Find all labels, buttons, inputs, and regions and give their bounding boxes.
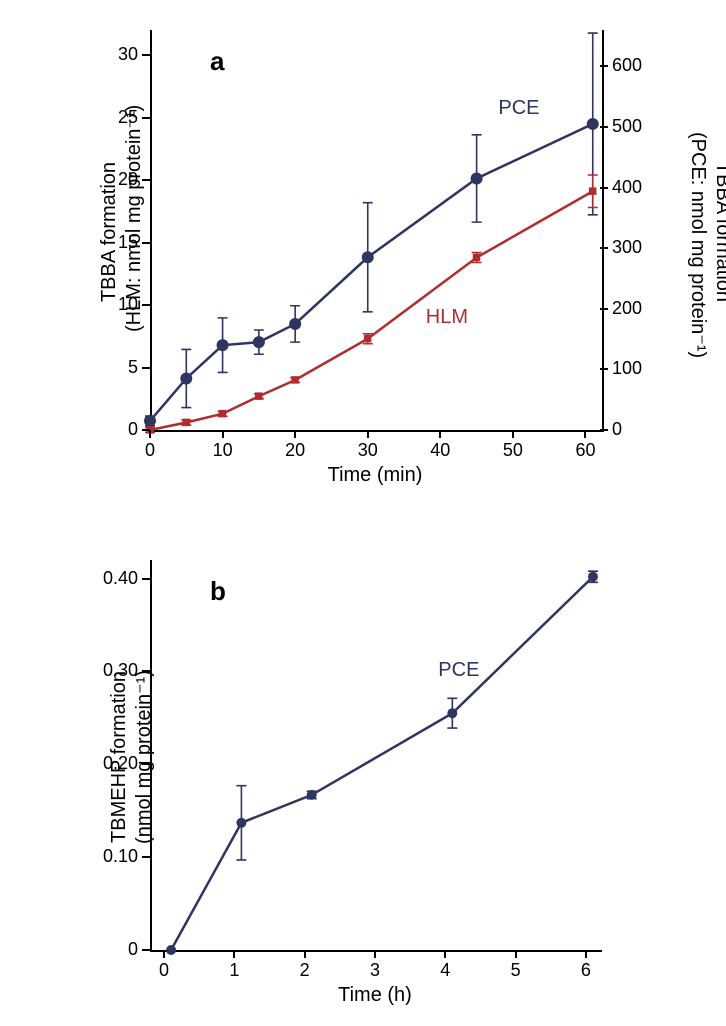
marker [236,818,246,828]
y-right-tick [600,368,608,370]
y-right-tick [600,126,608,128]
y-left-tick-label: 0.40 [103,568,138,589]
marker [588,572,598,582]
series-label-pce: PCE [438,659,479,682]
x-tick-label: 2 [290,960,320,981]
plot-svg-b [150,560,600,950]
marker [166,945,176,955]
x-tick [304,950,306,958]
series-line-pce [171,577,593,950]
x-axis-label-a: Time (min) [150,464,600,487]
marker [289,318,301,330]
y-right-tick-label: 300 [612,237,642,258]
x-tick-label: 30 [353,440,383,461]
y-right-tick-label: 400 [612,177,642,198]
marker [473,254,481,262]
x-axis-label-b: Time (h) [150,984,600,1007]
y-right-tick [600,308,608,310]
series-label-pce: PCE [498,97,539,120]
x-tick-label: 10 [208,440,238,461]
x-tick-label: 50 [498,440,528,461]
marker [217,339,229,351]
y-right-tick-label: 200 [612,298,642,319]
y-right-tick [600,187,608,189]
x-tick-label: 0 [135,440,165,461]
y-right-axis-label-a: TBBA formation (PCE: nmol mg protein⁻¹) [686,132,726,332]
y-left-tick [142,578,150,580]
marker [587,118,599,130]
plot-svg-a [150,30,600,430]
x-tick-label: 60 [570,440,600,461]
marker [291,376,299,384]
marker [144,415,156,427]
x-tick [374,950,376,958]
x-tick [294,430,296,438]
x-tick [444,950,446,958]
x-tick [515,950,517,958]
marker [362,251,374,263]
y-left-axis-label-b: TBMEHP formation (nmol mg protein⁻¹) [108,657,156,857]
marker [307,790,317,800]
series-line-hlm [150,191,593,430]
y-right-tick [600,247,608,249]
series-label-hlm: HLM [426,306,468,329]
x-tick [584,430,586,438]
x-tick [439,430,441,438]
marker [219,410,227,418]
x-tick [163,950,165,958]
x-tick-label: 3 [360,960,390,981]
marker [447,708,457,718]
y-left-axis-label-a: TBBA formation (HLM: nmol mg protein⁻¹) [98,132,146,332]
y-right-tick [600,65,608,67]
y-right-tick-label: 100 [612,358,642,379]
y-right-tick-label: 0 [612,419,622,440]
marker [364,335,372,343]
x-tick-label: 40 [425,440,455,461]
y-right-tick [600,429,608,431]
y-right-tick-label: 600 [612,55,642,76]
series-line-pce [150,124,593,421]
x-tick [585,950,587,958]
marker [253,336,265,348]
x-tick [512,430,514,438]
marker [255,392,263,400]
y-left-tick [142,949,150,951]
x-tick-label: 0 [149,960,179,981]
y-left-tick [142,54,150,56]
x-tick [149,430,151,438]
panel-letter-a: a [210,46,224,77]
y-left-tick-label: 30 [118,44,138,65]
marker [589,187,597,195]
y-left-tick-label: 0 [128,419,138,440]
x-tick-label: 1 [219,960,249,981]
y-left-tick-label: 5 [128,357,138,378]
marker [180,372,192,384]
marker [182,419,190,427]
x-tick-label: 6 [571,960,601,981]
panel-letter-b: b [210,576,226,607]
y-right-tick-label: 500 [612,116,642,137]
x-tick [233,950,235,958]
x-tick [367,430,369,438]
x-tick-label: 5 [501,960,531,981]
y-left-tick-label: 0 [128,939,138,960]
x-tick-label: 20 [280,440,310,461]
y-left-tick [142,367,150,369]
x-tick-label: 4 [430,960,460,981]
x-tick [222,430,224,438]
marker [471,172,483,184]
y-left-tick [142,429,150,431]
